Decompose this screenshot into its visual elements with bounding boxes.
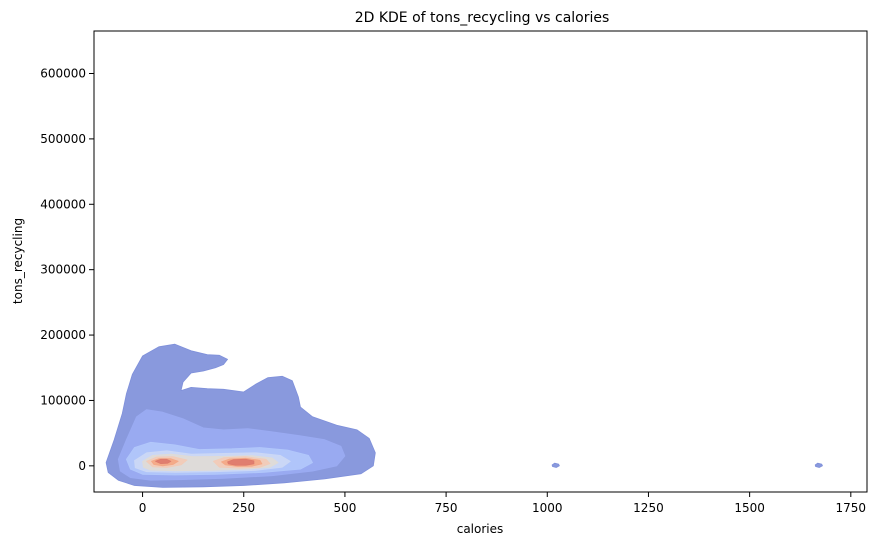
plot-frame [93, 30, 868, 493]
y-axis-label: tons_recycling [11, 218, 25, 304]
y-tick-label: 500000 [40, 132, 86, 146]
chart-title: 2D KDE of tons_recycling vs calories [355, 10, 610, 26]
kde-level-1-region-3 [814, 462, 823, 468]
x-tick-label: 1750 [836, 501, 867, 515]
kde-level-8-region-2 [227, 458, 255, 466]
x-tick-label: 1250 [633, 501, 664, 515]
x-tick-label: 0 [139, 501, 147, 515]
y-tick-label: 400000 [40, 197, 86, 211]
y-tick-label: 200000 [40, 328, 86, 342]
kde-level-8-region-1 [155, 458, 172, 465]
y-tick-label: 300000 [40, 263, 86, 277]
y-tick-label: 0 [78, 459, 86, 473]
x-tick-label: 750 [435, 501, 458, 515]
x-axis-label: calories [457, 522, 504, 536]
y-axis-ticks: 0 100000 200000 300000 400000 500000 600000 [40, 67, 94, 473]
y-tick-label: 600000 [40, 67, 86, 81]
x-tick-label: 500 [333, 501, 356, 515]
x-tick-label: 1500 [734, 501, 765, 515]
y-tick-label: 100000 [40, 393, 86, 407]
x-tick-label: 1000 [532, 501, 563, 515]
x-tick-label: 250 [232, 501, 255, 515]
x-axis-ticks: 0 250 500 750 1000 1250 1500 1750 [139, 492, 866, 515]
kde-level-1-region-2 [551, 462, 560, 468]
kde-contours [105, 343, 823, 488]
